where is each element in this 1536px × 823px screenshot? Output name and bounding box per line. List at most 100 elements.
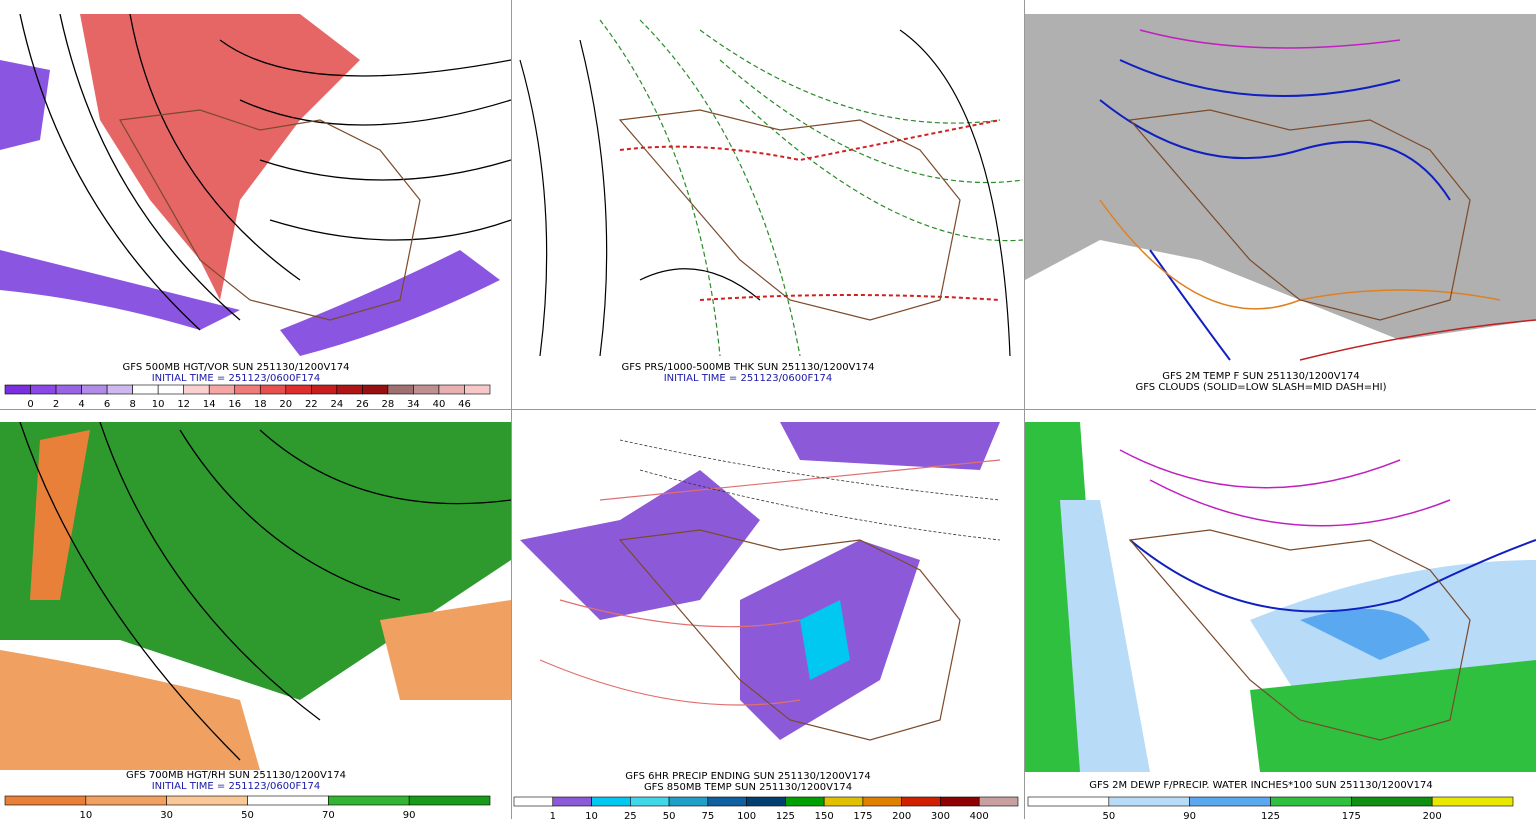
map-humidity	[0, 422, 511, 770]
colorbar-swatch	[183, 384, 210, 395]
colorbar-swatch	[1270, 796, 1352, 807]
colorbar-label: 26	[356, 399, 369, 410]
colorbar-label: 10	[152, 399, 165, 410]
caption: GFS 2M DEWP F/PRECIP. WATER INCHES*100 S…	[1089, 780, 1432, 791]
colorbar-swatch	[387, 384, 414, 395]
colorbar-label: 10	[79, 810, 92, 819]
colorbar-label: 4	[78, 399, 84, 410]
colorbar-swatch	[55, 384, 82, 395]
colorbar-swatch	[552, 796, 592, 807]
colorbar-label: 90	[403, 810, 416, 819]
colorbar-label: 28	[382, 399, 395, 410]
colorbar-swatch	[1351, 796, 1433, 807]
colorbar-label: 2	[53, 399, 59, 410]
colorbar-label: 34	[407, 399, 420, 410]
colorbar-swatch	[4, 795, 87, 806]
colorbar-label: 8	[129, 399, 135, 410]
map-dewpoint	[1025, 422, 1536, 772]
caption: GFS PRS/1000-500MB THK SUN 251130/1200V1…	[622, 362, 875, 373]
colorbar-label: 100	[737, 811, 756, 819]
caption: GFS CLOUDS (SOLID=LOW SLASH=MID DASH=HI)	[1135, 382, 1386, 393]
colorbar-swatch	[208, 384, 236, 395]
map-precip	[512, 422, 1023, 770]
colorbar-label: 20	[279, 399, 292, 410]
colorbar-swatch	[106, 384, 133, 395]
map-temperature	[1025, 14, 1536, 370]
caption: GFS 700MB HGT/RH SUN 251130/1200V174	[126, 770, 346, 781]
colorbar-swatch	[81, 384, 108, 395]
colorbar-swatch	[30, 384, 57, 395]
caption: INITIAL TIME = 251123/0600F174	[664, 373, 833, 384]
colorbar-label: 0	[27, 399, 33, 410]
colorbar-swatch	[285, 384, 312, 395]
colorbar-label: 25	[624, 811, 637, 819]
colorbar-swatch	[311, 384, 338, 395]
colorbar-swatch	[823, 796, 864, 807]
colorbar-swatch	[328, 795, 410, 806]
colorbar-swatch	[413, 384, 440, 395]
colorbar-swatch	[85, 795, 167, 806]
colorbar-label: 125	[1261, 811, 1280, 819]
colorbar-label: 18	[254, 399, 267, 410]
colorbar-label: 90	[1183, 811, 1196, 819]
map-vorticity	[0, 14, 511, 356]
colorbar-label: 175	[1342, 811, 1361, 819]
colorbar-swatch	[234, 384, 261, 395]
colorbar-label: 50	[1102, 811, 1115, 819]
colorbar-label: 14	[203, 399, 216, 410]
colorbar-swatch	[408, 795, 491, 806]
colorbar-swatch	[513, 796, 554, 807]
colorbar-swatch	[1431, 796, 1514, 807]
colorbar-swatch	[259, 384, 287, 395]
colorbar-swatch	[940, 796, 980, 807]
colorbar-label: 22	[305, 399, 318, 410]
colorbar-swatch	[464, 384, 491, 395]
colorbar-swatch	[707, 796, 747, 807]
caption: GFS 6HR PRECIP ENDING SUN 251130/1200V17…	[625, 771, 870, 782]
colorbar-swatch	[132, 384, 159, 395]
colorbar-label: 200	[1423, 811, 1442, 819]
colorbar-swatch	[247, 795, 329, 806]
colorbar-label: 50	[241, 810, 254, 819]
colorbar-swatch	[336, 384, 363, 395]
colorbar-label: 10	[585, 811, 598, 819]
colorbar-label: 24	[330, 399, 343, 410]
colorbar-swatch	[630, 796, 670, 807]
colorbar-swatch	[1108, 796, 1190, 807]
colorbar-swatch	[157, 384, 184, 395]
colorbar-swatch	[746, 796, 786, 807]
colorbar-swatch	[1027, 796, 1110, 807]
colorbar-swatch	[4, 384, 31, 395]
caption: INITIAL TIME = 251123/0600F174	[152, 781, 321, 792]
colorbar-swatch	[668, 796, 709, 807]
colorbar-label: 12	[177, 399, 190, 410]
colorbar-label: 6	[104, 399, 110, 410]
colorbar-swatch	[1189, 796, 1271, 807]
colorbar-swatch	[362, 384, 389, 395]
colorbar-label: 1	[550, 811, 556, 819]
colorbar-swatch	[438, 384, 465, 395]
colorbar-label: 400	[970, 811, 989, 819]
colorbar-swatch	[591, 796, 631, 807]
caption: GFS 500MB HGT/VOR SUN 251130/1200V174	[123, 362, 350, 373]
colorbar-label: 150	[815, 811, 834, 819]
colorbar-label: 200	[892, 811, 911, 819]
colorbar-swatch	[978, 796, 1019, 807]
caption: INITIAL TIME = 251123/0600F174	[152, 373, 321, 384]
colorbar-swatch	[785, 796, 825, 807]
colorbar-label: 50	[663, 811, 676, 819]
caption: GFS 2M TEMP F SUN 251130/1200V174	[1162, 371, 1359, 382]
colorbar-label: 75	[701, 811, 714, 819]
colorbar-label: 175	[853, 811, 872, 819]
colorbar-swatch	[862, 796, 902, 807]
colorbar-label: 30	[160, 810, 173, 819]
colorbar-label: 70	[322, 810, 335, 819]
colorbar-label: 125	[776, 811, 795, 819]
colorbar-label: 16	[228, 399, 241, 410]
colorbar-label: 300	[931, 811, 950, 819]
colorbar-label: 40	[433, 399, 446, 410]
caption: GFS 850MB TEMP SUN 251130/1200V174	[644, 782, 852, 793]
colorbar-swatch	[166, 795, 248, 806]
map-pressure	[512, 10, 1023, 356]
